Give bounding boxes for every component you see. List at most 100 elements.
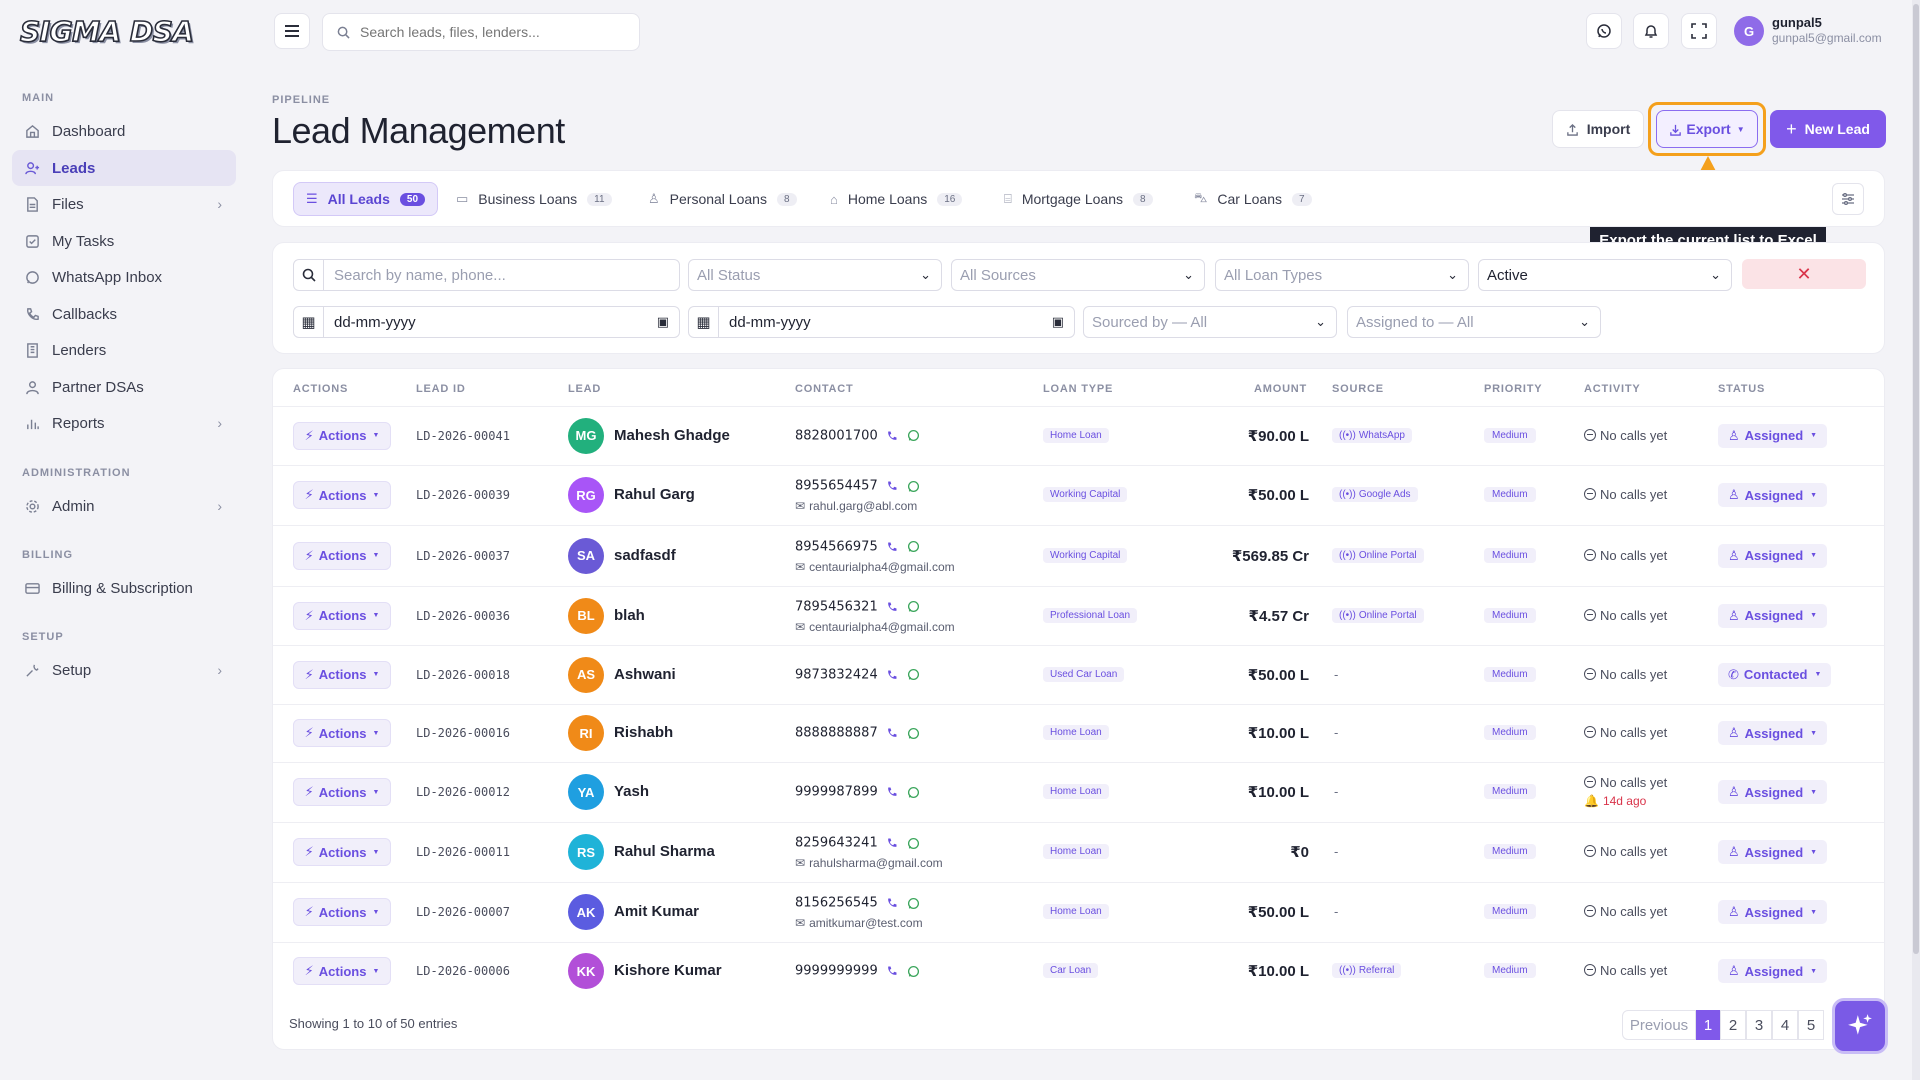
whatsapp-icon[interactable] bbox=[906, 963, 922, 979]
sidebar-item-billing-subscription[interactable]: Billing & Subscription bbox=[12, 570, 236, 606]
lead-id[interactable]: LD-2026-00007 bbox=[416, 905, 510, 919]
whatsapp-icon[interactable] bbox=[906, 599, 922, 615]
status-dropdown[interactable]: ♙ Assigned ▼ bbox=[1718, 780, 1828, 804]
whatsapp-icon[interactable] bbox=[906, 667, 922, 683]
phone-icon[interactable] bbox=[884, 428, 900, 444]
ai-assistant-button[interactable] bbox=[1832, 998, 1888, 1054]
import-button[interactable]: Import bbox=[1552, 110, 1644, 148]
whatsapp-icon[interactable] bbox=[906, 895, 922, 911]
col-header-priority[interactable]: PRIORITY bbox=[1484, 383, 1543, 395]
table-row[interactable] bbox=[273, 465, 1884, 525]
fullscreen-button[interactable] bbox=[1681, 13, 1717, 49]
date-from-field[interactable]: ▦ dd-mm-yyyy ▣ bbox=[293, 306, 680, 338]
lead-name[interactable]: Rahul Garg bbox=[614, 486, 695, 503]
pagination-page-3[interactable]: 3 bbox=[1746, 1010, 1772, 1040]
table-row[interactable] bbox=[273, 822, 1884, 882]
lead-name[interactable]: Amit Kumar bbox=[614, 903, 700, 920]
whatsapp-icon[interactable] bbox=[906, 835, 922, 851]
sidebar-item-my-tasks[interactable]: My Tasks bbox=[12, 223, 236, 259]
phone-icon[interactable] bbox=[884, 835, 900, 851]
user-name[interactable]: gunpal5 bbox=[1772, 15, 1822, 30]
lead-name[interactable]: Rishabh bbox=[614, 724, 674, 741]
col-header-loan-type[interactable]: LOAN TYPE bbox=[1043, 383, 1114, 395]
filter-search[interactable]: Search by name, phone... bbox=[293, 259, 680, 291]
status-dropdown[interactable]: ♙ Assigned ▼ bbox=[1718, 483, 1828, 507]
sidebar-item-callbacks[interactable]: Callbacks bbox=[12, 296, 236, 332]
status-dropdown[interactable]: ♙ Assigned ▼ bbox=[1718, 959, 1828, 983]
page-scrollbar[interactable] bbox=[1912, 0, 1920, 1080]
status-select[interactable]: All Status ⌄ bbox=[688, 259, 942, 291]
scrollbar-thumb[interactable] bbox=[1913, 4, 1919, 954]
lead-id[interactable]: LD-2026-00036 bbox=[416, 608, 510, 623]
table-row[interactable] bbox=[273, 762, 1884, 822]
pagination-page-5[interactable]: 5 bbox=[1798, 1010, 1824, 1040]
export-button[interactable]: Export ▼ bbox=[1656, 110, 1758, 148]
sidebar-item-leads[interactable]: Leads bbox=[12, 150, 236, 186]
whatsapp-icon[interactable] bbox=[906, 784, 922, 800]
table-row[interactable] bbox=[273, 586, 1884, 645]
phone-icon[interactable] bbox=[884, 725, 900, 741]
new-lead-button[interactable]: + New Lead bbox=[1770, 110, 1886, 148]
tab-business-loans[interactable]: ▭ Business Loans 11 bbox=[444, 182, 624, 216]
whatsapp-icon[interactable] bbox=[906, 478, 922, 494]
sidebar-item-partner-dsas[interactable]: Partner DSAs bbox=[12, 369, 236, 405]
tab-car-loans[interactable]: ⛍ Car Loans 7 bbox=[1182, 182, 1324, 216]
phone-icon[interactable] bbox=[884, 895, 900, 911]
loan-types-select[interactable]: All Loan Types ⌄ bbox=[1215, 259, 1469, 291]
lead-id[interactable]: LD-2026-00006 bbox=[416, 964, 510, 978]
lead-id[interactable]: LD-2026-00012 bbox=[416, 785, 510, 799]
tab-mortgage-loans[interactable]: ⌸ Mortgage Loans 8 bbox=[992, 182, 1165, 216]
tab-personal-loans[interactable]: ♙ Personal Loans 8 bbox=[636, 182, 809, 216]
status-dropdown[interactable]: ♙ Assigned ▼ bbox=[1718, 840, 1828, 864]
lead-name[interactable]: sadfasdf bbox=[614, 546, 676, 564]
whatsapp-icon[interactable] bbox=[906, 428, 922, 444]
lead-name[interactable]: Yash bbox=[614, 783, 650, 800]
col-header-amount[interactable]: AMOUNT bbox=[1254, 383, 1308, 395]
column-settings-button[interactable] bbox=[1832, 183, 1864, 215]
notifications-button[interactable] bbox=[1633, 13, 1669, 49]
menu-toggle-button[interactable] bbox=[274, 13, 310, 49]
lead-name[interactable]: blah bbox=[614, 606, 645, 624]
lead-name[interactable]: Ashwani bbox=[614, 665, 676, 683]
row-actions-button[interactable]: ⚡ Actions ▼ bbox=[293, 421, 391, 450]
lead-id[interactable]: LD-2026-00016 bbox=[416, 726, 510, 740]
phone-icon[interactable] bbox=[884, 599, 900, 615]
tab-all-leads[interactable]: ☰ All Leads 50 bbox=[293, 182, 439, 216]
col-header-source[interactable]: SOURCE bbox=[1332, 383, 1384, 395]
sourced-by-select[interactable]: Sourced by — All ⌄ bbox=[1083, 306, 1337, 338]
col-header-status[interactable]: STATUS bbox=[1718, 383, 1766, 395]
sidebar-item-setup[interactable]: Setup › bbox=[12, 652, 236, 688]
status-dropdown[interactable]: ♙ Assigned ▼ bbox=[1718, 900, 1828, 924]
date-to-field[interactable]: ▦ dd-mm-yyyy ▣ bbox=[688, 306, 1075, 338]
brand-logo[interactable]: SIGMA DSA bbox=[19, 14, 195, 49]
lead-id[interactable]: LD-2026-00039 bbox=[416, 488, 510, 502]
whatsapp-icon[interactable] bbox=[906, 539, 922, 555]
lead-name[interactable]: Rahul Sharma bbox=[614, 843, 715, 860]
active-select[interactable]: Active ⌄ bbox=[1478, 259, 1732, 291]
sidebar-item-lenders[interactable]: Lenders bbox=[12, 332, 236, 368]
table-row[interactable] bbox=[273, 406, 1884, 465]
phone-icon[interactable] bbox=[884, 784, 900, 800]
sidebar-item-whatsapp-inbox[interactable]: WhatsApp Inbox bbox=[12, 259, 236, 295]
lead-id[interactable]: LD-2026-00018 bbox=[416, 667, 510, 682]
row-actions-button[interactable]: ⚡ Actions ▼ bbox=[293, 957, 391, 985]
row-actions-button[interactable]: ⚡ Actions ▼ bbox=[293, 838, 391, 866]
phone-icon[interactable] bbox=[884, 963, 900, 979]
status-dropdown[interactable]: ♙ Assigned ▼ bbox=[1718, 721, 1828, 745]
col-header-lead-id[interactable]: LEAD ID bbox=[416, 383, 466, 395]
user-avatar[interactable]: G bbox=[1734, 16, 1764, 46]
lead-id[interactable]: LD-2026-00037 bbox=[416, 548, 510, 563]
clear-filters-button[interactable]: ✕ bbox=[1742, 259, 1866, 289]
lead-name[interactable]: Mahesh Ghadge bbox=[614, 426, 730, 444]
phone-icon[interactable] bbox=[884, 667, 900, 683]
row-actions-button[interactable]: ⚡ Actions ▼ bbox=[293, 778, 391, 806]
row-actions-button[interactable]: ⚡ Actions ▼ bbox=[293, 719, 391, 747]
sidebar-item-files[interactable]: Files › bbox=[12, 186, 236, 222]
table-row[interactable] bbox=[273, 525, 1884, 586]
whatsapp-button[interactable] bbox=[1586, 13, 1622, 49]
sources-select[interactable]: All Sources ⌄ bbox=[951, 259, 1205, 291]
global-search-input[interactable] bbox=[360, 24, 620, 40]
lead-id[interactable]: LD-2026-00011 bbox=[416, 845, 510, 859]
table-row[interactable] bbox=[273, 942, 1884, 1000]
whatsapp-icon[interactable] bbox=[906, 725, 922, 741]
